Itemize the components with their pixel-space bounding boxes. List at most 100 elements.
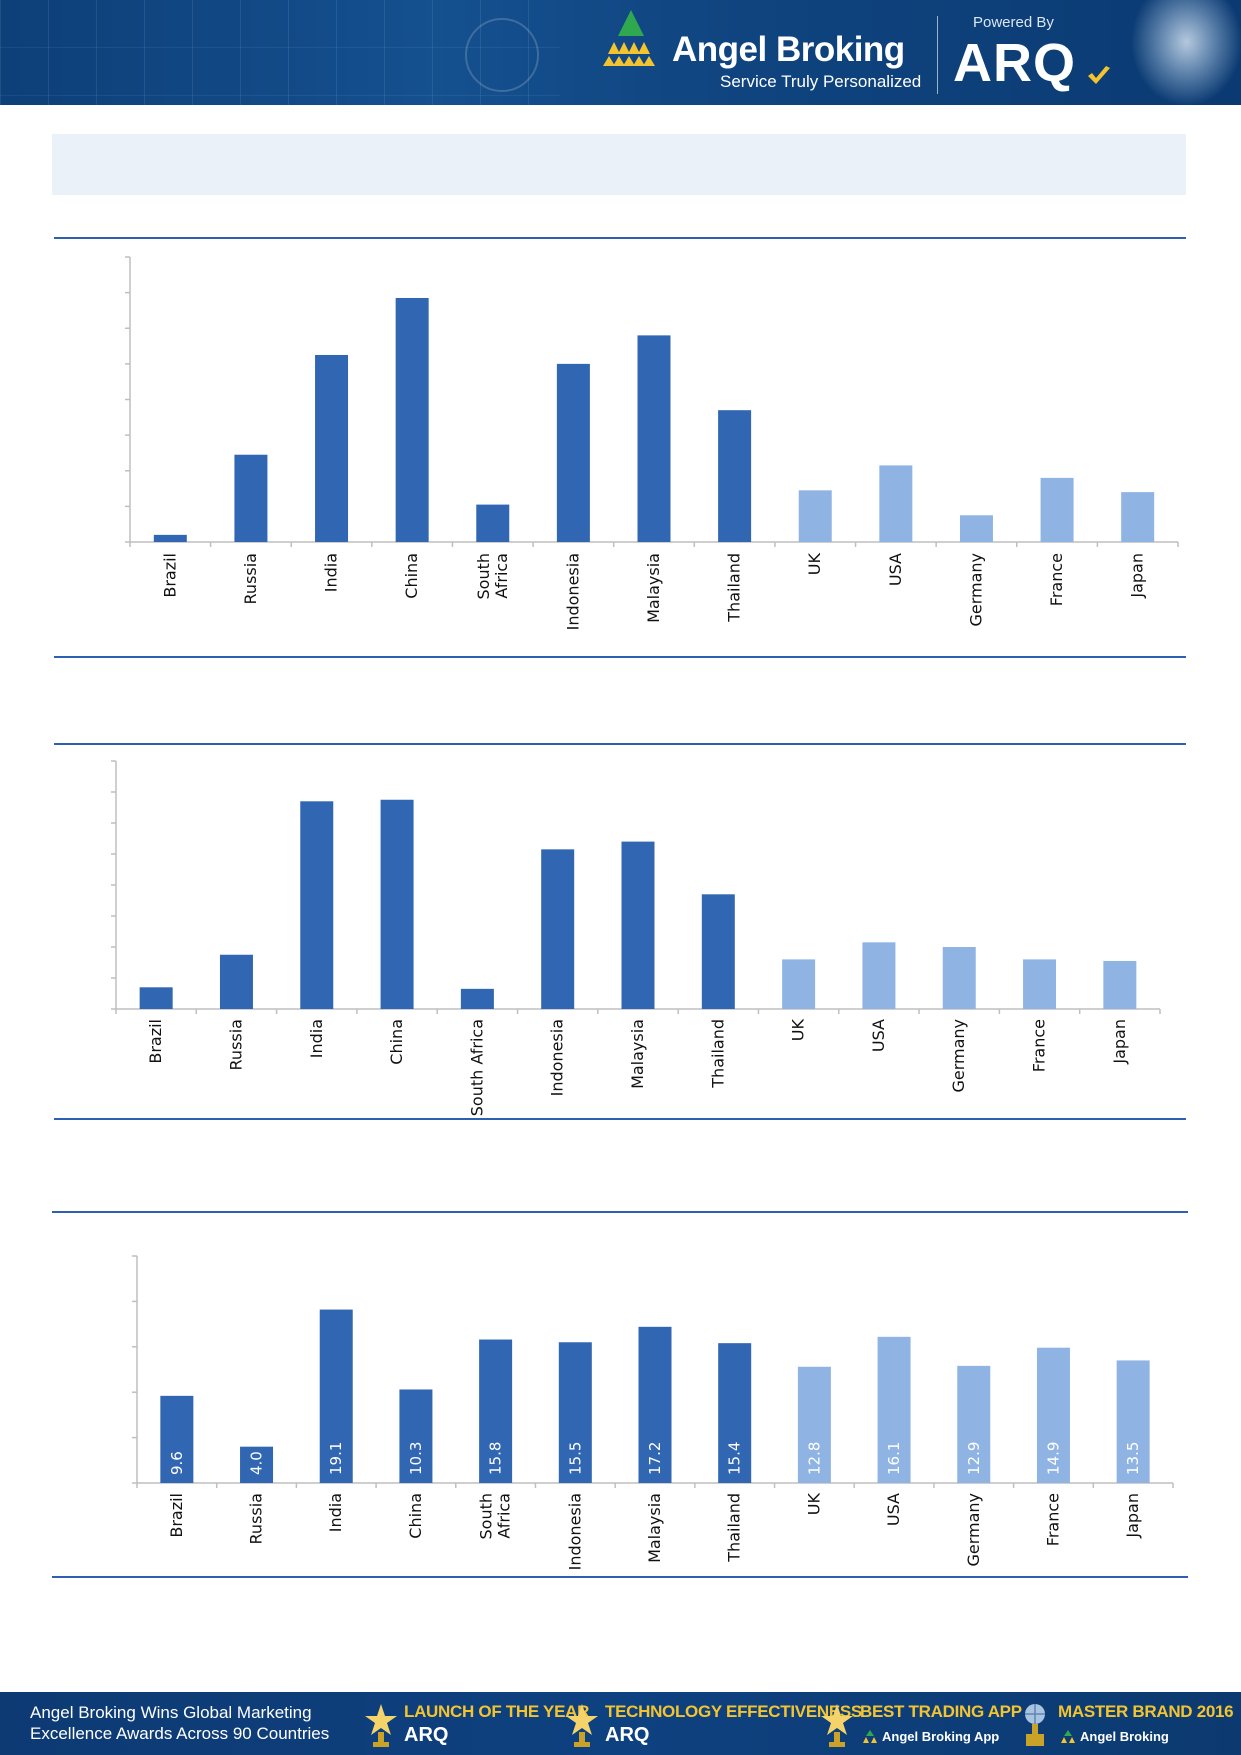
x-tick-label-line: South Africa: [467, 1019, 486, 1116]
data-label: 12.8: [805, 1442, 823, 1475]
x-tick-label: Brazil: [167, 1493, 186, 1538]
x-tick-label-line: Africa: [492, 553, 511, 599]
x-tick-label-line: Germany: [964, 1493, 983, 1567]
x-tick-label-line: Thailand: [725, 553, 744, 623]
award-master-brand-2016: MASTER BRAND 2016 Angel Broking: [1018, 1700, 1234, 1748]
x-tick-label: South Africa: [467, 1019, 486, 1116]
x-tick-label: India: [326, 1493, 345, 1532]
x-tick-label-line: Brazil: [160, 553, 179, 598]
x-tick-label: Thailand: [725, 553, 744, 623]
globe-trophy-icon: [1025, 1704, 1045, 1746]
data-label: 13.5: [1124, 1442, 1142, 1475]
bar-india: [319, 1309, 353, 1483]
x-tick-label-line: Thailand: [725, 1493, 744, 1563]
data-label: 19.1: [327, 1442, 345, 1475]
trophy-icon: [566, 1704, 598, 1747]
x-tick-label: USA: [869, 1019, 888, 1052]
data-label: 12.9: [965, 1442, 983, 1475]
award-subtitle: ARQ: [404, 1724, 449, 1746]
bar-japan: [1121, 492, 1155, 542]
x-tick-label: Russia: [247, 1493, 266, 1544]
x-tick-label: Germany: [964, 1493, 983, 1567]
x-tick-label-line: Malaysia: [644, 553, 663, 623]
x-tick-label-line: Indonesia: [565, 1493, 584, 1570]
x-tick-label: Japan: [1123, 1493, 1142, 1539]
x-tick-label-line: Germany: [949, 1019, 968, 1093]
x-tick-label: UK: [805, 552, 824, 575]
x-tick-label-line: India: [326, 1493, 345, 1532]
x-tick-label: Japan: [1128, 553, 1147, 599]
powered-by-label: Powered By: [973, 14, 1054, 31]
x-tick-label: Japan: [1110, 1019, 1129, 1065]
x-tick-label-line: Thailand: [708, 1019, 727, 1089]
award-title: LAUNCH OF THE YEAR: [404, 1702, 590, 1721]
section-rule: [52, 1211, 1188, 1213]
bar-south-africa: [460, 988, 494, 1009]
bar-thailand: [718, 410, 752, 542]
triangle-logo-icon: [603, 10, 655, 66]
x-tick-label-line: Malaysia: [628, 1019, 647, 1089]
award-launch-of-the-year: LAUNCH OF THE YEAR ARQ: [364, 1700, 589, 1748]
bar-india: [315, 354, 349, 542]
x-tick-label: UK: [804, 1492, 823, 1515]
x-tick-label: SouthAfrica: [477, 1493, 514, 1540]
x-tick-label: Malaysia: [644, 553, 663, 623]
bar-germany: [959, 515, 993, 542]
x-tick-label: China: [406, 1493, 425, 1539]
bar-south-africa: [479, 1339, 513, 1483]
bar-japan: [1116, 1360, 1150, 1483]
bar-usa: [877, 1336, 911, 1483]
x-tick-label: Indonesia: [565, 1493, 584, 1570]
bar-indonesia: [558, 1342, 592, 1483]
triangle-logo-icon: [1061, 1730, 1075, 1743]
section-rule: [54, 1118, 1186, 1120]
x-tick-label: Indonesia: [548, 1019, 567, 1096]
triangle-logo-icon: [863, 1730, 877, 1743]
bar-south-africa: [476, 504, 510, 542]
x-tick-label: Malaysia: [628, 1019, 647, 1089]
bar-usa: [862, 942, 896, 1009]
x-tick-label-line: Indonesia: [548, 1019, 567, 1096]
data-label: 9.6: [168, 1451, 186, 1475]
bar-thailand: [701, 894, 735, 1009]
bar-indonesia: [556, 363, 590, 542]
x-tick-label-line: USA: [869, 1019, 888, 1052]
bar-brazil: [153, 534, 187, 542]
bar-indonesia: [541, 849, 575, 1009]
data-label: 14.9: [1044, 1442, 1062, 1475]
bar-france: [1023, 959, 1057, 1009]
header-decoration-ring: [465, 18, 539, 92]
section-rule: [54, 237, 1186, 239]
footer-awards-text: Angel Broking Wins Global Marketing Exce…: [30, 1702, 329, 1744]
bar-france: [1036, 1347, 1070, 1483]
data-label: 10.3: [407, 1442, 425, 1475]
x-tick-label: Brazil: [160, 553, 179, 598]
award-title: BEST TRADING APP: [860, 1702, 1022, 1721]
bar-usa: [879, 465, 913, 542]
x-tick-label-line: UK: [805, 552, 824, 575]
x-tick-label-line: France: [1043, 1493, 1062, 1546]
award-title: MASTER BRAND 2016: [1058, 1702, 1234, 1721]
footer-text-line: Excellence Awards Across 90 Countries: [30, 1724, 330, 1743]
data-label: 4.0: [248, 1451, 266, 1475]
x-tick-label: Russia: [226, 1019, 245, 1070]
x-tick-label: Brazil: [146, 1019, 165, 1064]
x-tick-label-line: Russia: [226, 1019, 245, 1070]
x-tick-label-line: Japan: [1128, 553, 1147, 599]
x-tick-label-line: China: [387, 1019, 406, 1065]
bar-india: [300, 801, 334, 1009]
x-tick-label: Thailand: [725, 1493, 744, 1563]
x-tick-label-line: Russia: [241, 553, 260, 604]
x-tick-label-line: USA: [886, 553, 905, 586]
bar-uk: [798, 490, 832, 542]
x-tick-label-line: Japan: [1110, 1019, 1129, 1065]
x-tick-label: India: [307, 1019, 326, 1058]
x-tick-label-line: China: [406, 1493, 425, 1539]
bar-thailand: [718, 1343, 752, 1483]
x-tick-label: USA: [886, 553, 905, 586]
x-tick-label: Thailand: [708, 1019, 727, 1089]
data-label: 15.4: [726, 1442, 744, 1475]
x-tick-label: China: [387, 1019, 406, 1065]
award-best-trading-app: BEST TRADING APP Angel Broking App: [820, 1700, 1022, 1748]
